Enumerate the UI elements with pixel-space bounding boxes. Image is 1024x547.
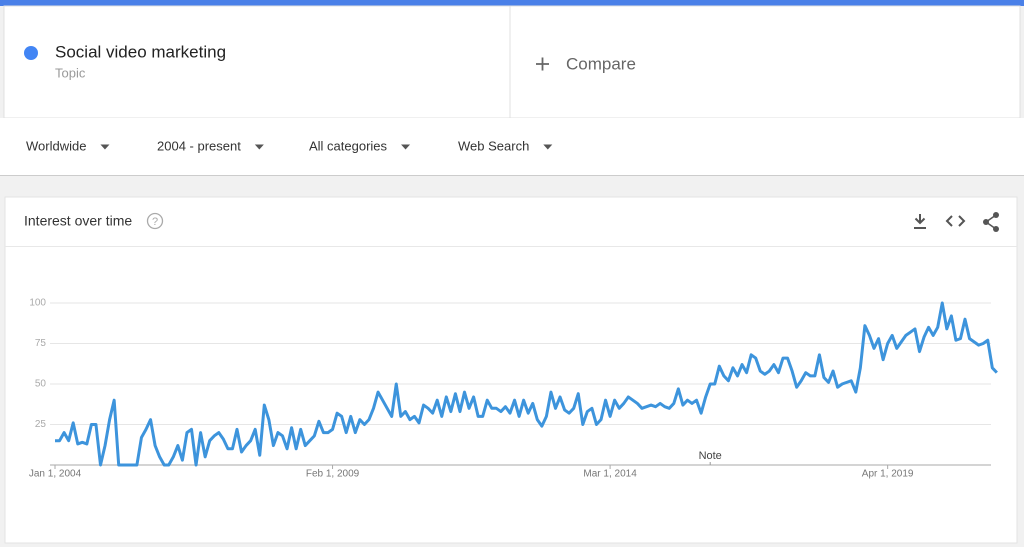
note-label: Note (699, 450, 722, 462)
share-icon[interactable] (983, 212, 999, 232)
embed-icon[interactable] (945, 215, 966, 227)
dropdown-arrow (543, 144, 553, 150)
dropdown-arrow (100, 144, 110, 150)
filter-label[interactable]: Web Search (458, 138, 529, 153)
y-tick-label: 50 (35, 379, 47, 390)
y-tick-label: 100 (29, 298, 46, 309)
dropdown-arrow (254, 144, 264, 150)
filter-row (0, 118, 1024, 175)
share-lines (984, 214, 997, 230)
x-tick-label: Jan 1, 2004 (29, 469, 82, 480)
x-tick-label: Feb 1, 2009 (306, 469, 360, 480)
plus-icon[interactable] (536, 57, 549, 71)
y-tick-label: 25 (35, 419, 47, 430)
help-icon-glyph: ? (152, 216, 158, 228)
x-tick-label: Mar 1, 2014 (583, 469, 637, 480)
search-card (3, 5, 1021, 119)
download-icon[interactable] (914, 214, 926, 229)
y-tick-label: 75 (35, 338, 47, 349)
term[interactable]: Social video marketing (55, 42, 226, 61)
filter-label[interactable]: Worldwide (26, 138, 86, 153)
filter-label[interactable]: All categories (309, 138, 388, 153)
help-icon[interactable] (146, 212, 164, 230)
top-bar (0, 0, 1024, 6)
trend-line (55, 301, 998, 467)
compare[interactable]: Compare (566, 54, 636, 73)
filter-label[interactable]: 2004 - present (157, 138, 241, 153)
panel-title: Interest over time (24, 213, 132, 229)
term-kind: Topic (55, 65, 86, 80)
dropdown-arrow (401, 144, 411, 150)
term-dot (24, 46, 38, 60)
chart-card (4, 196, 1018, 544)
x-tick-label: Apr 1, 2019 (862, 469, 914, 480)
